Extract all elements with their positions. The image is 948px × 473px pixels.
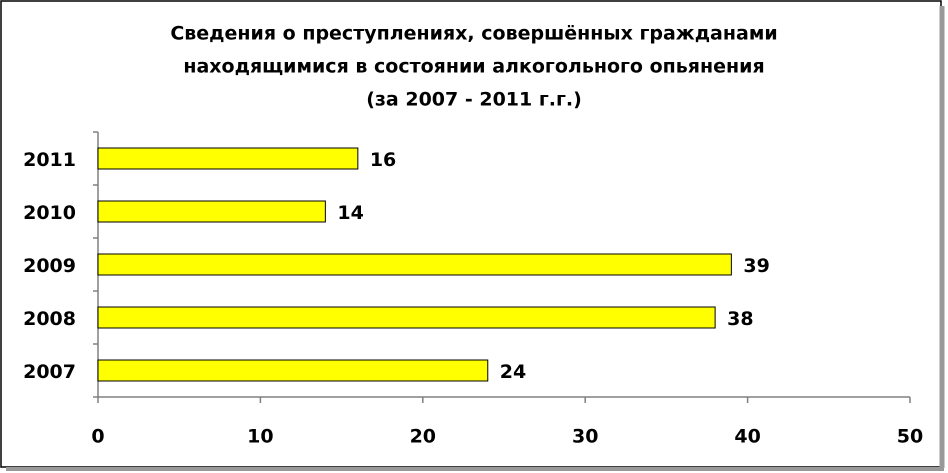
- chart-title: (за 2007 - 2011 г.г.): [366, 89, 582, 111]
- y-tick-label: 2007: [23, 361, 76, 383]
- y-tick-label: 2011: [23, 149, 76, 171]
- y-tick-label: 2008: [23, 308, 76, 330]
- bar: [97, 200, 326, 223]
- x-tick-label: 40: [734, 426, 760, 448]
- y-tick-label: 2010: [23, 202, 76, 224]
- bar: [97, 306, 716, 329]
- value-label: 39: [743, 255, 769, 277]
- value-label: 38: [727, 308, 753, 330]
- x-tick-label: 30: [572, 426, 598, 448]
- value-label: 16: [370, 149, 396, 171]
- y-tick-label: 2009: [23, 255, 76, 277]
- x-tick-label: 20: [410, 426, 436, 448]
- x-tick-label: 50: [897, 426, 923, 448]
- bar: [97, 147, 359, 170]
- value-label: 24: [500, 361, 526, 383]
- chart-title: находящимися в состоянии алкогольного оп…: [183, 56, 764, 78]
- value-label: 14: [337, 202, 363, 224]
- chart-title: Сведения о преступлениях, совершённых гр…: [170, 23, 777, 45]
- bar: [97, 253, 732, 276]
- x-tick-label: 10: [247, 426, 273, 448]
- x-tick-label: 0: [91, 426, 104, 448]
- bar: [97, 359, 489, 382]
